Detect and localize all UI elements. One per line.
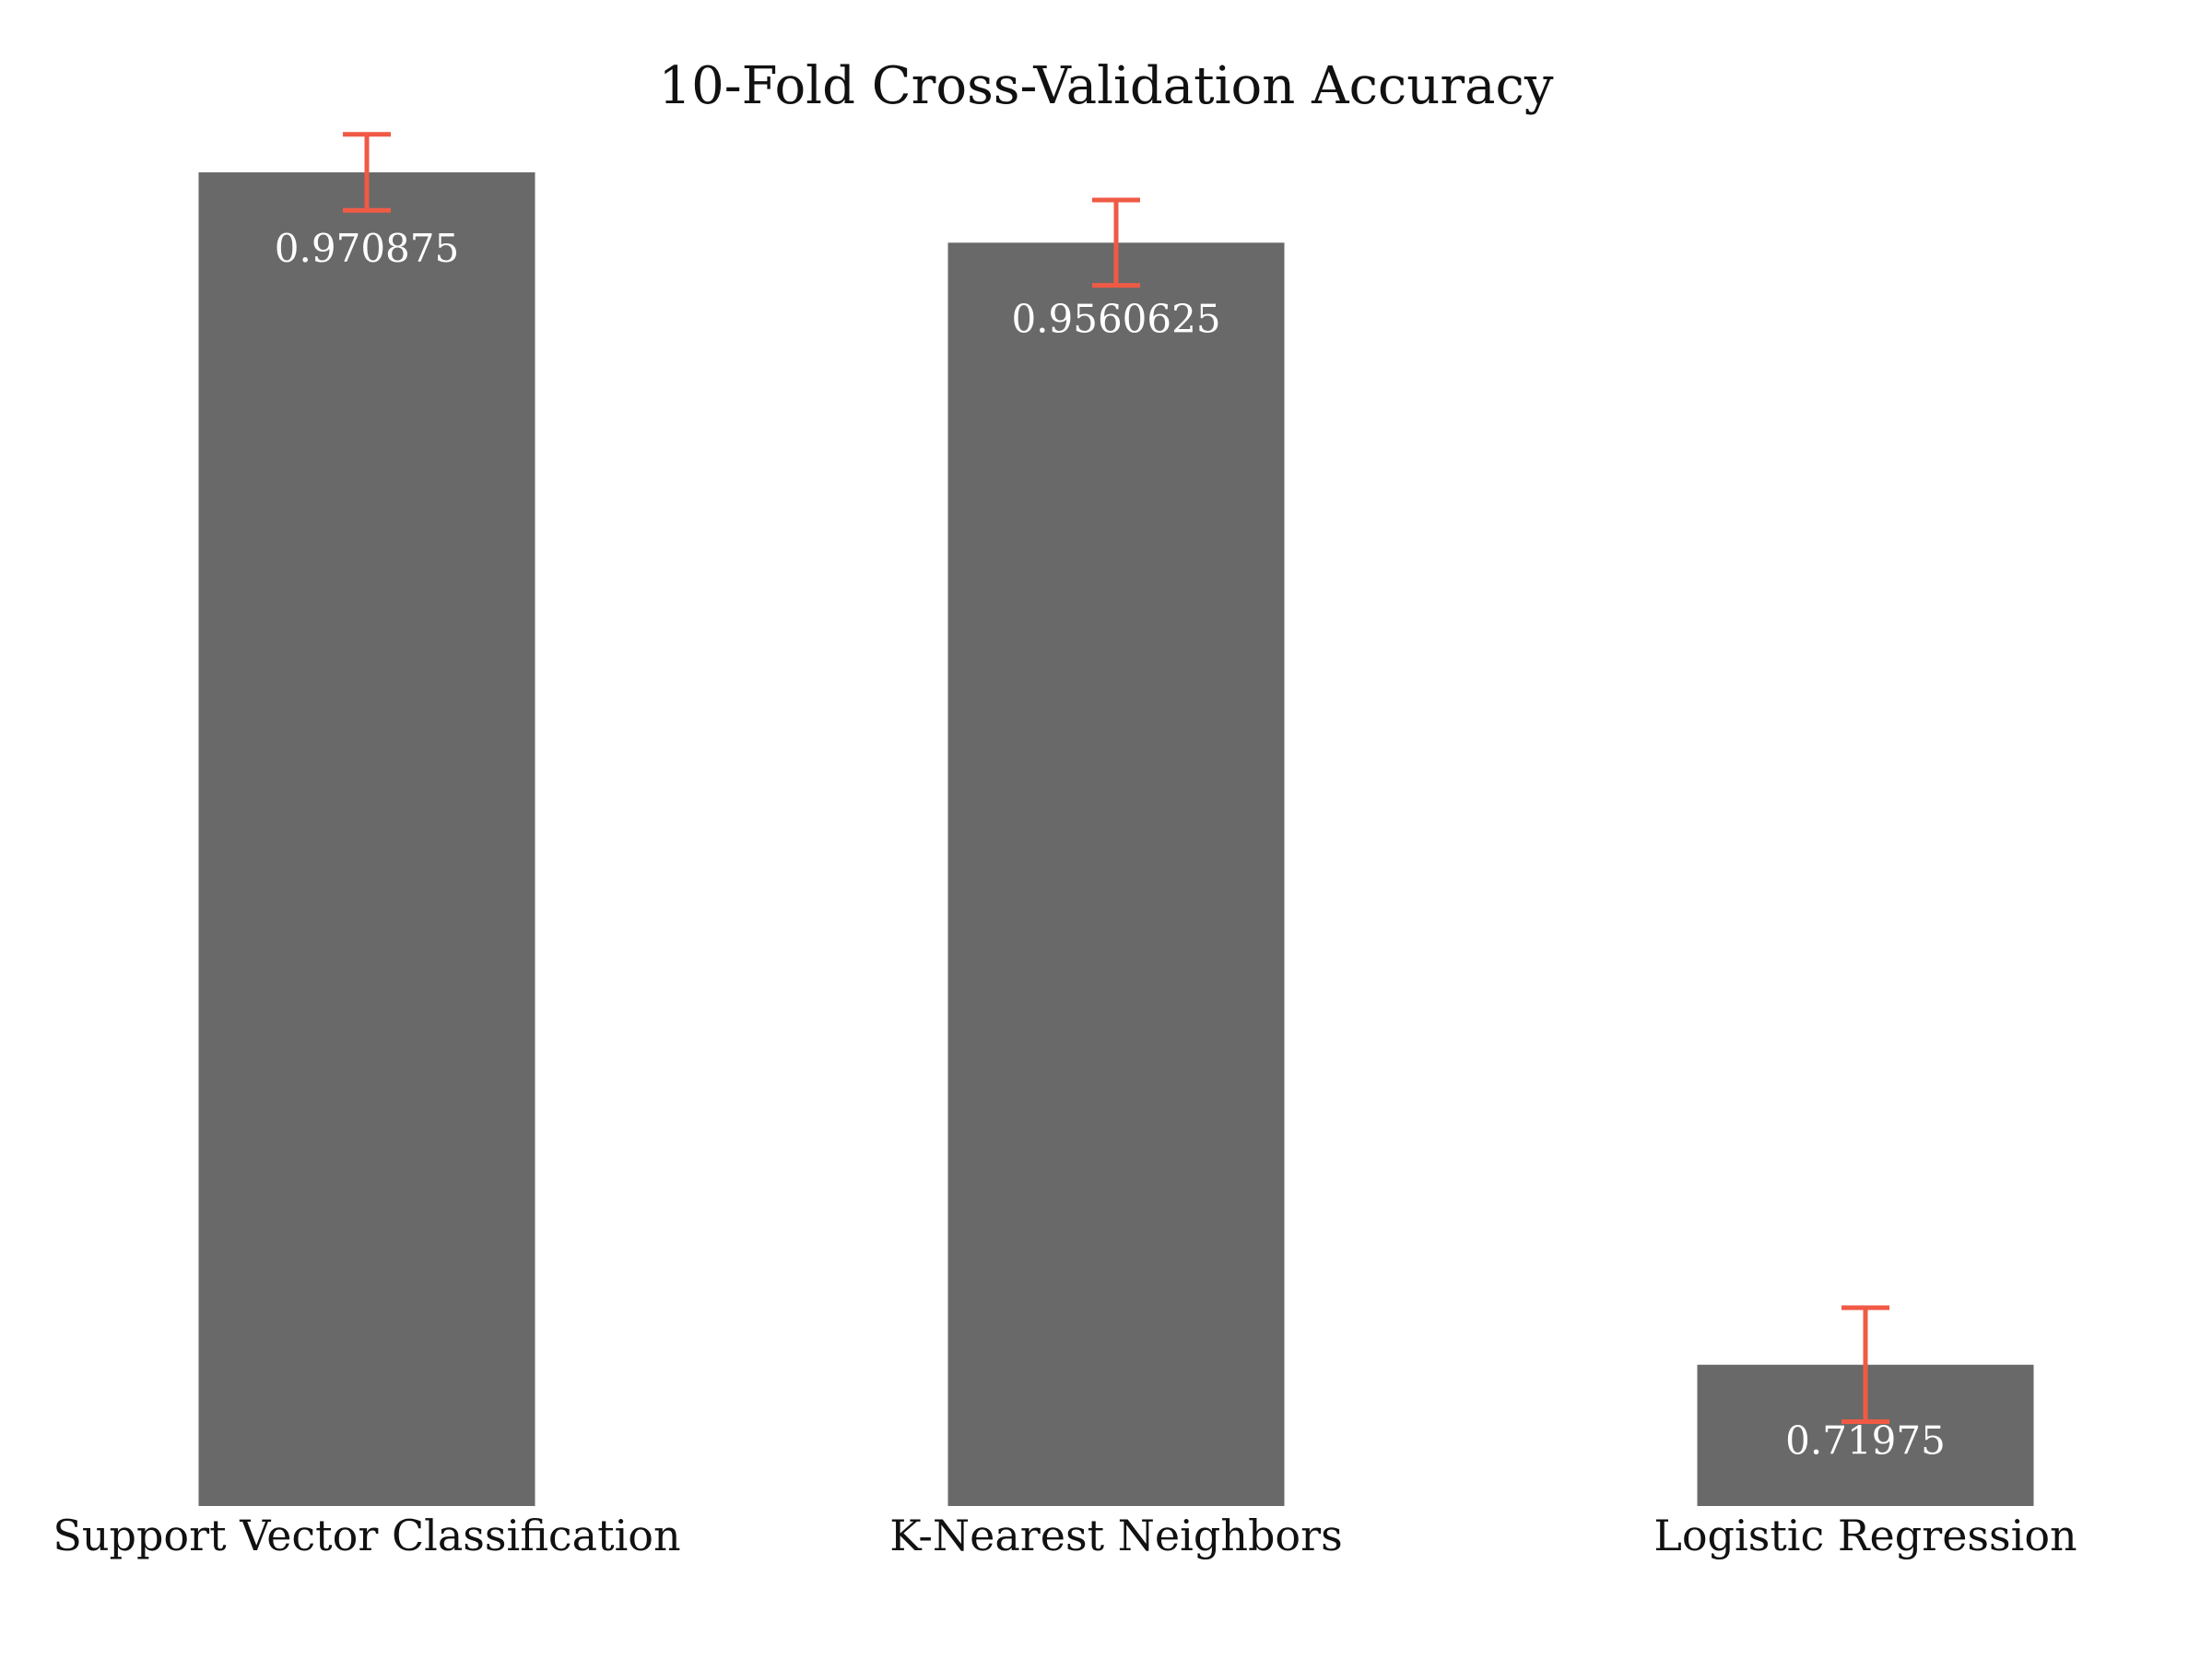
bar-1 <box>947 242 1285 1507</box>
bars-layer <box>198 172 2034 1507</box>
errorbars-layer <box>343 132 1889 1425</box>
category-label-2: Logistic Regression <box>1653 1511 2077 1560</box>
value-label-1: 0.9560625 <box>1011 296 1220 341</box>
value-label-0: 0.970875 <box>275 226 459 271</box>
value-label-2: 0.71975 <box>1785 1418 1946 1464</box>
category-label-0: Support Vector Classification <box>53 1511 680 1560</box>
category-label-1: K-Nearest Neighbors <box>889 1511 1342 1560</box>
bar-0 <box>198 172 535 1506</box>
chart-title: 10-Fold Cross-Validation Accuracy <box>658 56 1553 116</box>
value-labels-layer: 0.970875 0.9560625 0.71975 <box>275 226 1946 1464</box>
category-labels-layer: Support Vector Classification K-Nearest N… <box>53 1511 2077 1560</box>
